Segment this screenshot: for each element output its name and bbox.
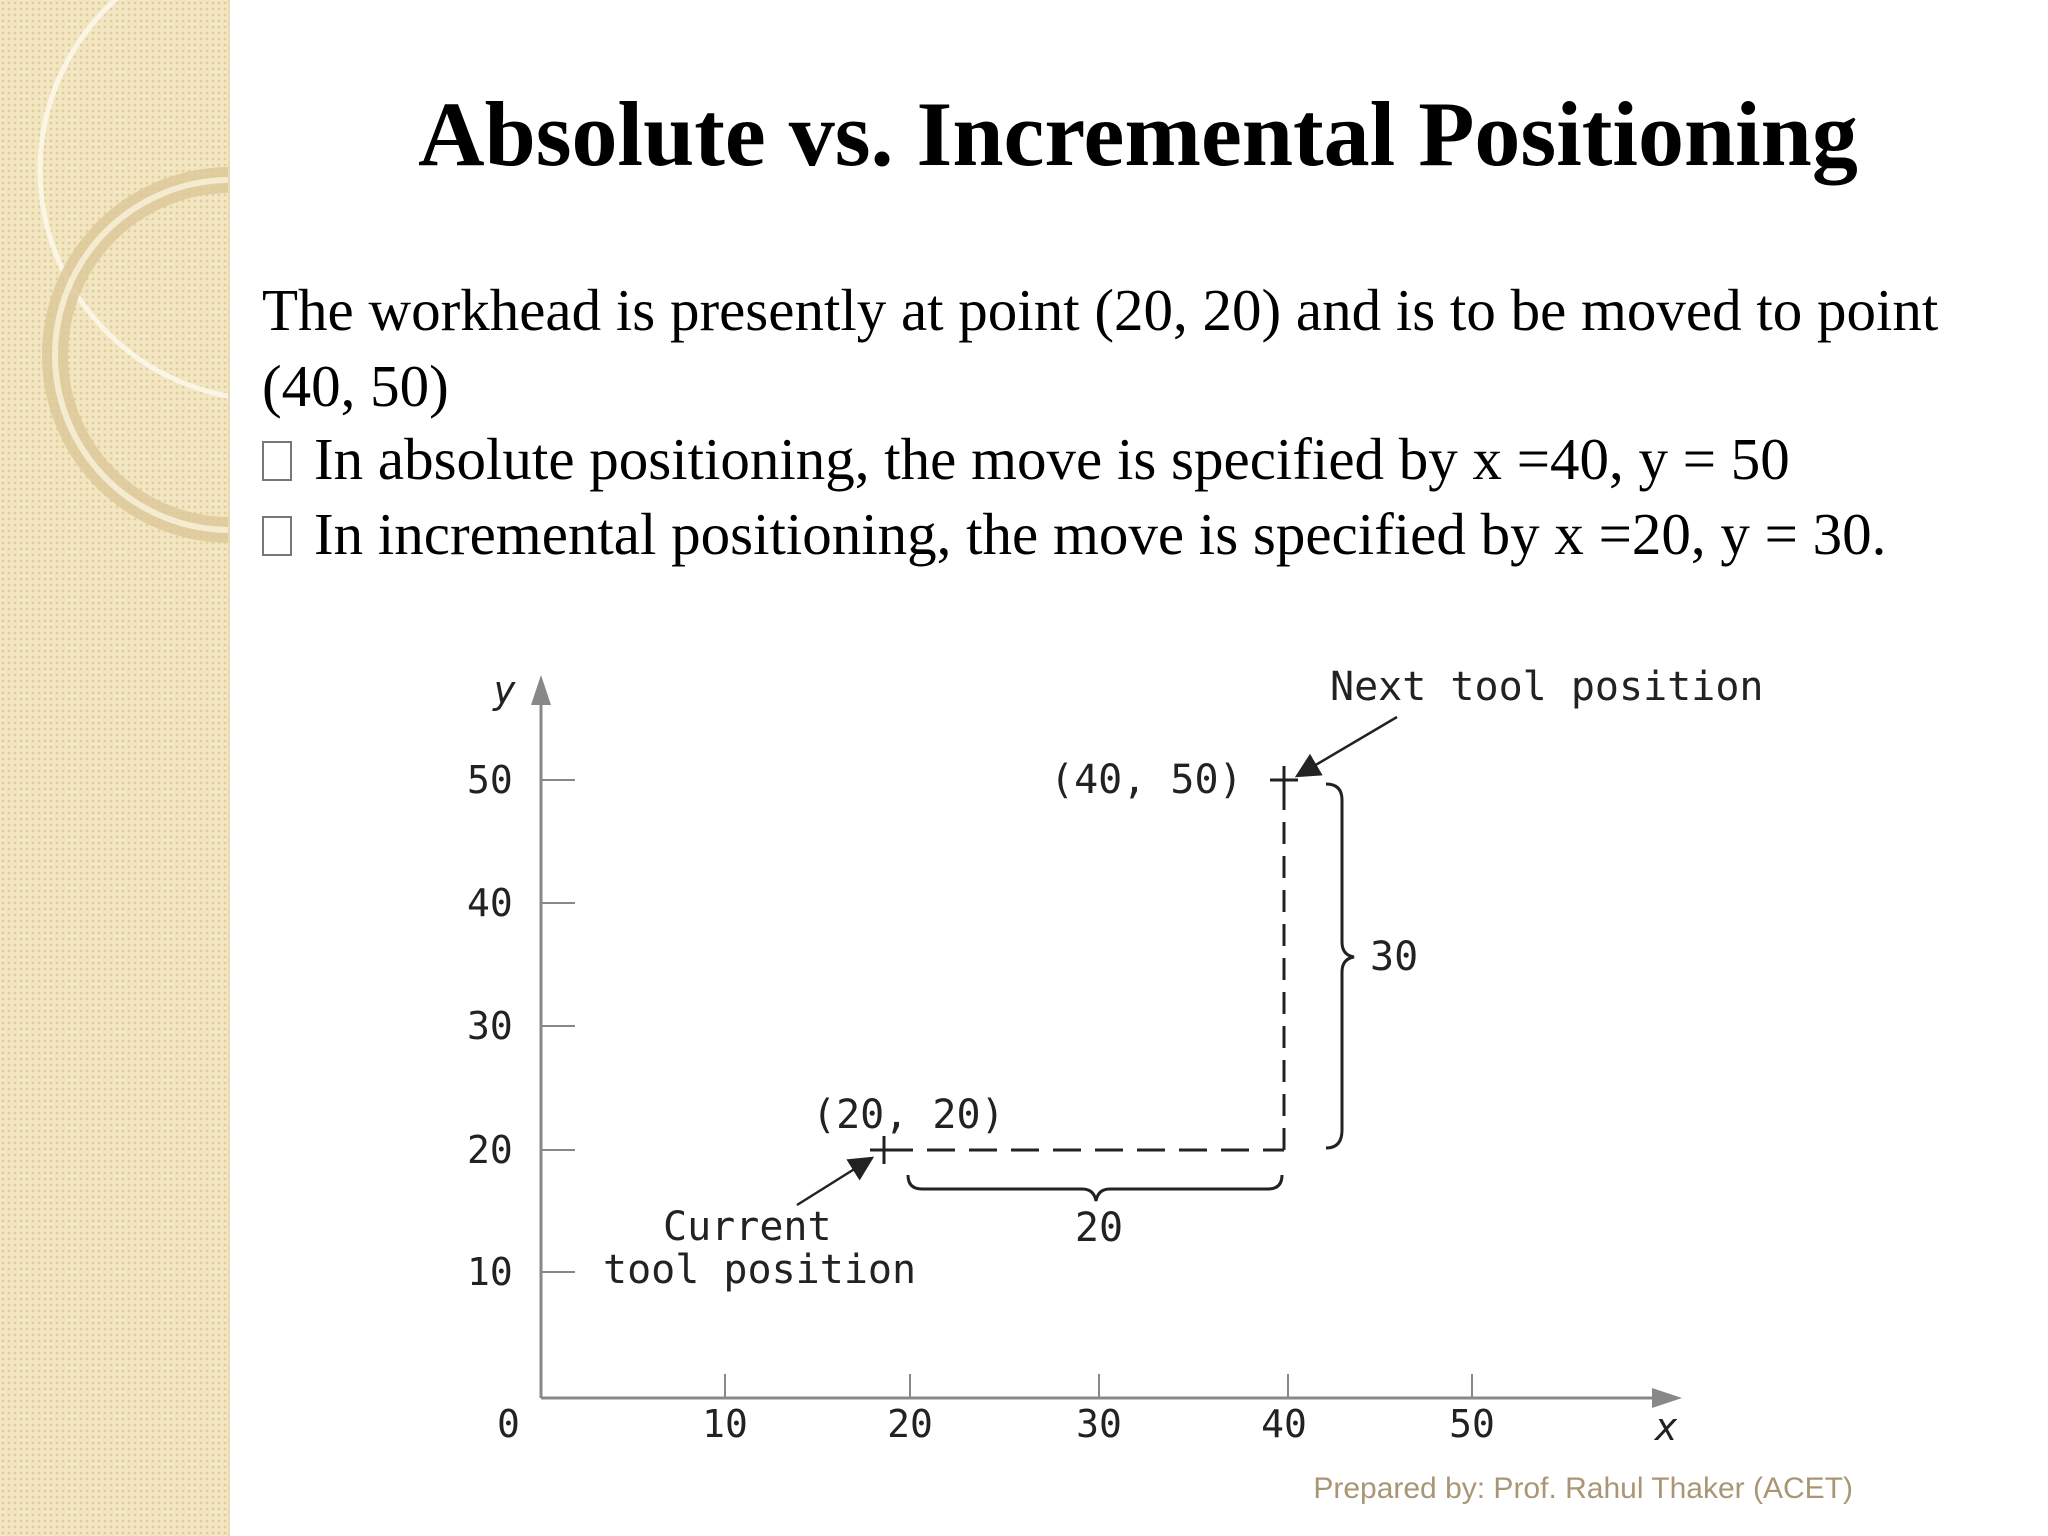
y-tick-label: 40 <box>467 881 513 925</box>
dy-label: 30 <box>1370 934 1418 980</box>
y-tick-label: 50 <box>467 758 513 802</box>
x-tick-label: 30 <box>1076 1402 1122 1446</box>
next-point-arrow <box>1294 715 1398 778</box>
decorative-rings <box>37 0 228 543</box>
current-caption-line1: Current <box>663 1204 832 1250</box>
x-tick-label: 20 <box>887 1402 933 1446</box>
y-tick-label: 10 <box>467 1250 513 1294</box>
current-point-marker <box>870 1136 898 1164</box>
x-axis-arrow-icon <box>1652 1388 1682 1408</box>
bullet-incremental-text: In incremental positioning, the move is … <box>314 501 1887 567</box>
y-axis-arrow-icon <box>531 675 551 705</box>
bullet-box-icon <box>262 516 292 556</box>
slide-title: Absolute vs. Incremental Positioning <box>418 83 1858 185</box>
bullet-absolute-text: In absolute positioning, the move is spe… <box>314 426 1790 492</box>
y-axis-label: y <box>492 668 516 712</box>
next-point-marker <box>1270 766 1298 794</box>
bullet-absolute: In absolute positioning, the move is spe… <box>262 425 1790 494</box>
x-tick-label: 50 <box>1449 1402 1495 1446</box>
bullet-incremental: In incremental positioning, the move is … <box>262 500 1886 569</box>
current-caption-line2: tool position <box>603 1247 916 1293</box>
y-ticks: 10 20 30 40 50 <box>467 758 575 1294</box>
x-axis-label: x <box>1653 1405 1678 1449</box>
next-caption: Next tool position <box>1330 664 1763 710</box>
origin-label: 0 <box>497 1402 520 1446</box>
current-point-label: (20, 20) <box>812 1092 1005 1138</box>
y-tick-label: 20 <box>467 1128 513 1172</box>
current-point-arrow <box>796 1156 875 1207</box>
footer-credit: Prepared by: Prof. Rahul Thaker (ACET) <box>1313 1472 1853 1505</box>
x-ticks: 10 20 30 40 50 <box>702 1374 1495 1446</box>
dy-brace <box>1325 782 1355 1150</box>
y-tick-label: 30 <box>467 1004 513 1048</box>
x-tick-label: 10 <box>702 1402 748 1446</box>
intro-text: The workhead is presently at point (20, … <box>262 277 1939 419</box>
bullet-box-icon <box>262 441 292 481</box>
dx-brace <box>906 1174 1284 1202</box>
dx-label: 20 <box>1075 1205 1123 1251</box>
x-tick-label: 40 <box>1261 1402 1307 1446</box>
next-point-label: (40, 50) <box>1050 757 1243 803</box>
sidebar-decoration <box>0 0 230 1536</box>
